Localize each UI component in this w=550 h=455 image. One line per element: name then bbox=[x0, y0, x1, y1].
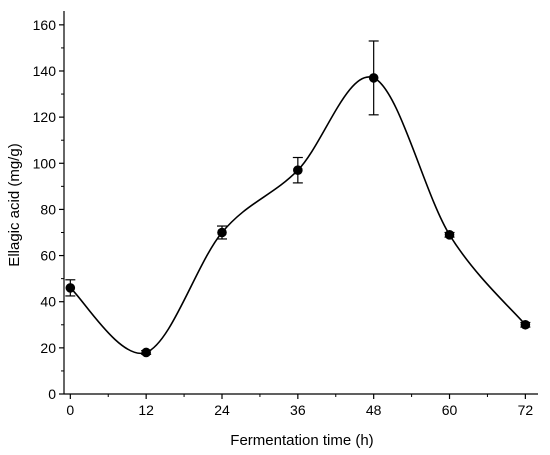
x-tick-label: 24 bbox=[214, 402, 230, 418]
y-tick-label: 140 bbox=[33, 63, 57, 79]
x-axis-label: Fermentation time (h) bbox=[230, 432, 373, 449]
y-tick-label: 160 bbox=[33, 17, 57, 33]
y-tick-label: 0 bbox=[48, 386, 56, 402]
error-bars bbox=[65, 40, 531, 355]
data-point bbox=[65, 283, 76, 293]
x-tick-label: 0 bbox=[66, 402, 74, 418]
data-point bbox=[368, 73, 379, 83]
data-point bbox=[293, 165, 303, 175]
y-tick-label: 120 bbox=[33, 109, 57, 125]
axes: 0 20 40 60 80 100 120 140 160 0 12 24 36 48 60 72 bbox=[33, 11, 538, 418]
data-point bbox=[217, 227, 227, 238]
data-point bbox=[520, 319, 531, 330]
y-tick-label: 60 bbox=[40, 248, 56, 264]
y-tick-label: 40 bbox=[40, 294, 56, 310]
y-tick-label: 20 bbox=[40, 340, 56, 356]
data-point bbox=[444, 230, 455, 240]
data-points bbox=[65, 73, 531, 358]
y-tick-label: 100 bbox=[33, 155, 57, 171]
x-tick-label: 72 bbox=[518, 402, 534, 418]
x-tick-label: 12 bbox=[138, 402, 154, 418]
data-point bbox=[141, 347, 151, 358]
series-line bbox=[69, 76, 526, 355]
y-axis-label: Ellagic acid (mg/g) bbox=[6, 143, 23, 266]
x-tick-label: 60 bbox=[442, 402, 458, 418]
curve-layer bbox=[69, 76, 526, 355]
y-tick-label: 80 bbox=[40, 201, 56, 217]
x-tick-label: 48 bbox=[366, 402, 382, 418]
x-tick-label: 36 bbox=[290, 402, 306, 418]
